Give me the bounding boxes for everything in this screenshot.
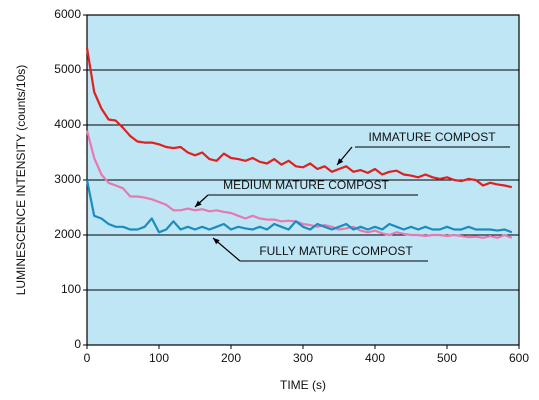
data-line <box>85 47 513 189</box>
x-tick-label: 200 <box>221 351 241 365</box>
y-axis-label: LUMINESCENCE INTENSITY (counts/10s) <box>14 65 28 296</box>
y-tick-label: 100 <box>61 282 81 296</box>
y-tick-label: 5000 <box>54 62 81 76</box>
arrow-head <box>213 238 220 245</box>
y-tick-label: 3000 <box>54 172 81 186</box>
arrow-head <box>337 158 344 165</box>
y-tick-label: 2000 <box>54 227 81 241</box>
x-tick-label: 300 <box>293 351 313 365</box>
legend-label: IMMATURE COMPOST <box>368 130 496 144</box>
y-tick-label: 4000 <box>54 117 81 131</box>
x-tick-label: 600 <box>509 351 529 365</box>
y-tick-label: 0 <box>74 337 81 351</box>
arrow-head <box>195 200 202 207</box>
x-tick-label: 100 <box>149 351 169 365</box>
legend-label: MEDIUM MATURE COMPOST <box>223 178 389 192</box>
legend-label: FULLY MATURE COMPOST <box>259 244 413 258</box>
data-line <box>85 130 513 239</box>
x-tick-label: 500 <box>437 351 457 365</box>
y-tick-label: 6000 <box>54 7 81 21</box>
x-tick-label: 400 <box>365 351 385 365</box>
x-tick-label: 0 <box>84 351 91 365</box>
x-axis-label: TIME (s) <box>280 378 326 392</box>
data-line <box>85 179 513 234</box>
